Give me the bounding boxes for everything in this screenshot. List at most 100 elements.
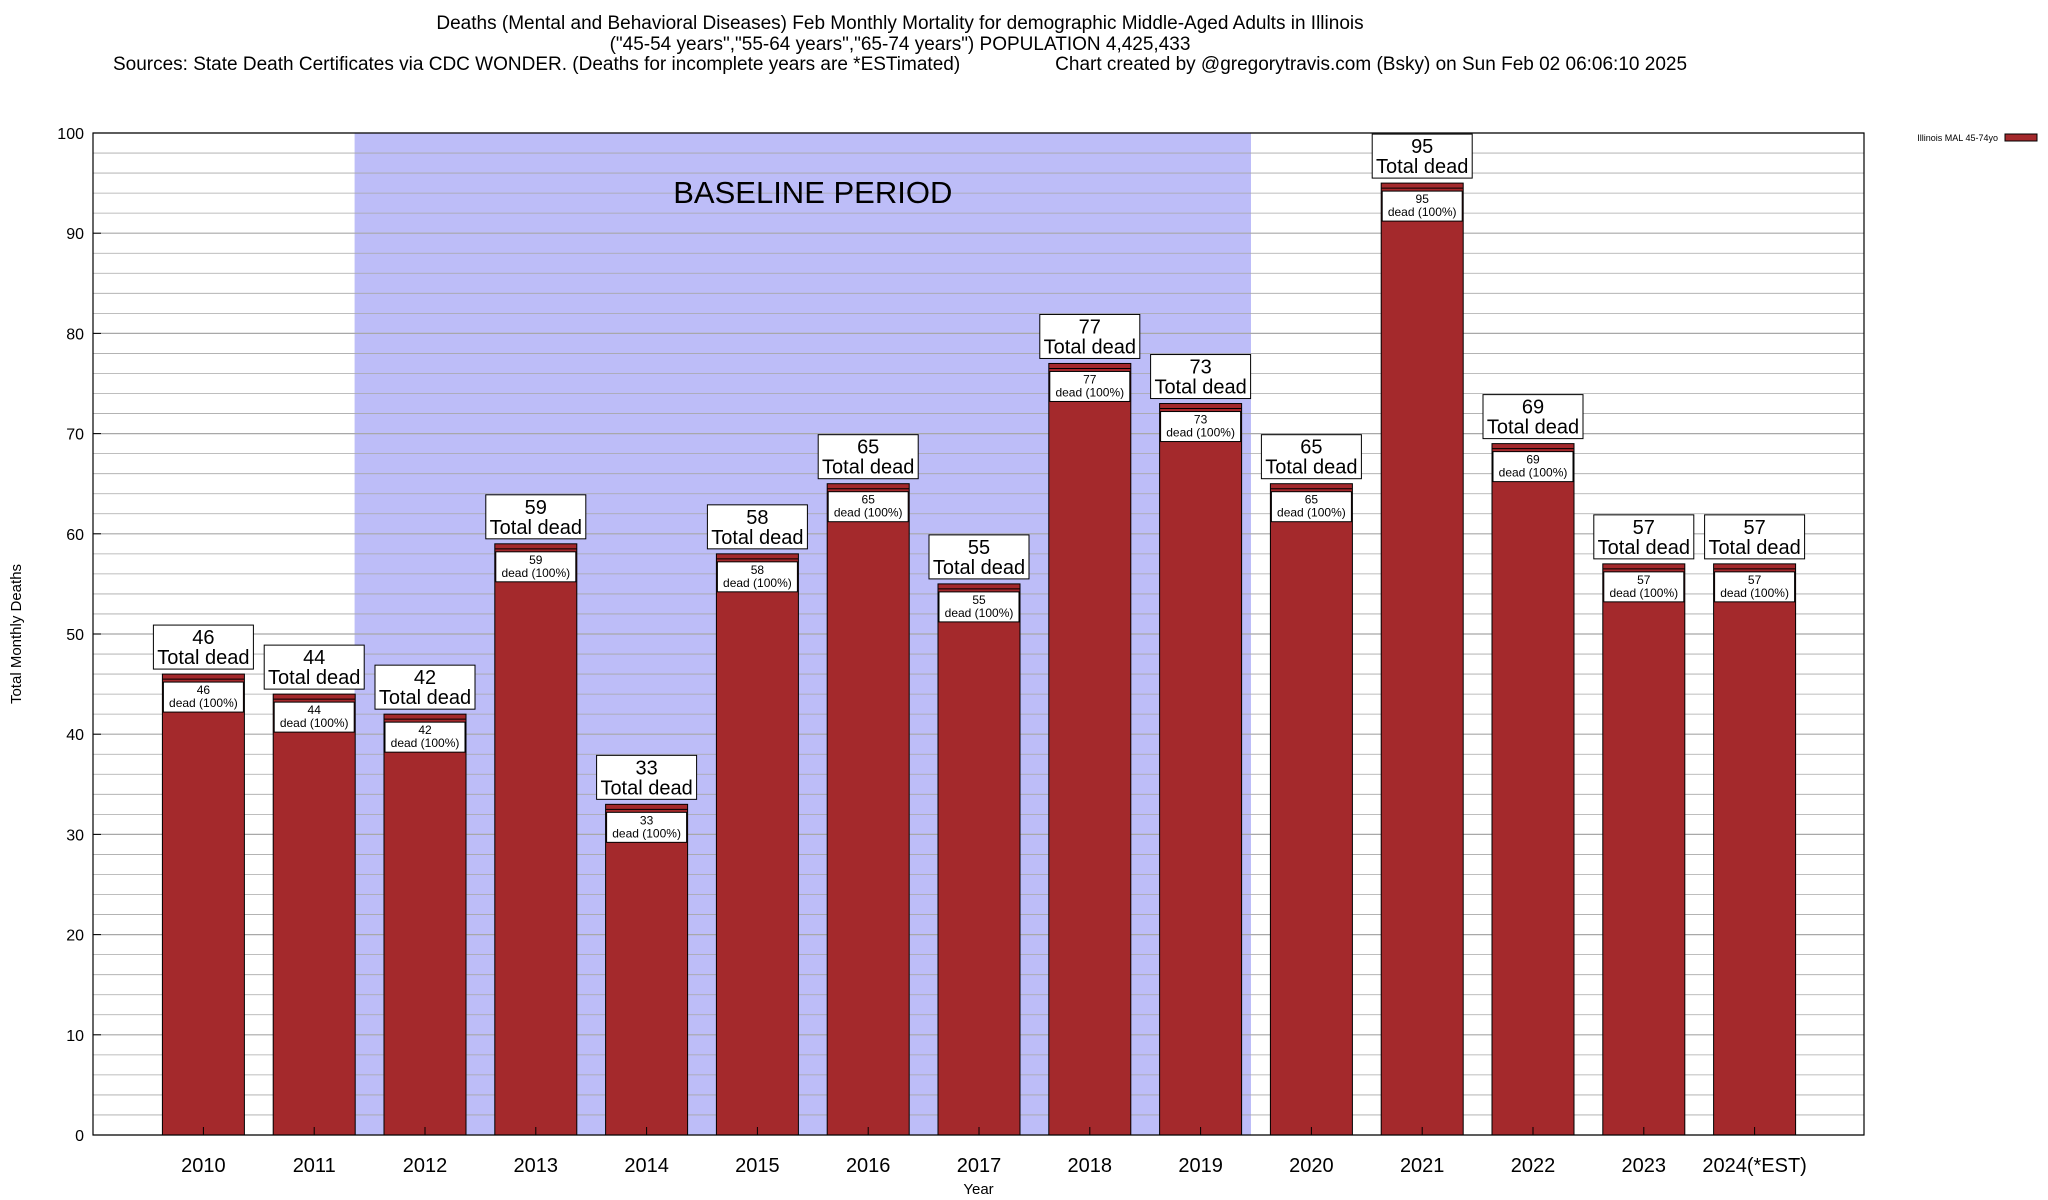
inner-percent-label: dead (100%) xyxy=(1277,506,1346,520)
inner-label-box xyxy=(1160,411,1242,443)
y-tick-label: 10 xyxy=(66,1028,84,1045)
x-tick-label: 2019 xyxy=(1178,1155,1223,1177)
x-tick-label: 2020 xyxy=(1289,1155,1334,1177)
y-tick-label: 60 xyxy=(66,527,84,544)
bar xyxy=(1380,182,1464,1136)
bar xyxy=(494,543,578,1136)
total-dead-label: Total dead xyxy=(1154,377,1246,399)
inner-percent-label: dead (100%) xyxy=(1609,586,1678,600)
total-value-label: 57 xyxy=(1743,517,1765,539)
total-value-label: 46 xyxy=(192,627,214,649)
total-label-box xyxy=(1150,354,1252,400)
bar xyxy=(1602,563,1686,1136)
total-dead-label: Total dead xyxy=(1044,336,1136,358)
inner-value-label: 73 xyxy=(1194,413,1208,427)
total-label-box xyxy=(152,624,254,670)
bar xyxy=(715,553,799,1136)
total-dead-label: Total dead xyxy=(490,517,582,539)
inner-percent-label: dead (100%) xyxy=(612,826,681,840)
x-tick-label: 2010 xyxy=(181,1155,226,1177)
x-tick-label: 2024(*EST) xyxy=(1702,1155,1807,1177)
inner-label-box xyxy=(827,491,909,523)
plot-frame xyxy=(92,132,1865,1136)
total-dead-label: Total dead xyxy=(933,557,1025,579)
x-axis-label: Year xyxy=(963,1181,993,1198)
inner-percent-label: dead (100%) xyxy=(1055,385,1124,399)
inner-value-label: 33 xyxy=(640,813,654,827)
inner-percent-label: dead (100%) xyxy=(169,696,238,710)
x-tick-label: 2018 xyxy=(1068,1155,1113,1177)
x-tick-label: 2023 xyxy=(1622,1155,1667,1177)
inner-value-label: 57 xyxy=(1748,573,1762,587)
total-value-label: 95 xyxy=(1411,136,1433,158)
baseline-period-label: BASELINE PERIOD xyxy=(673,175,952,210)
inner-percent-label: dead (100%) xyxy=(1499,466,1568,480)
inner-value-label: 55 xyxy=(972,593,986,607)
bar xyxy=(1048,362,1132,1136)
inner-label-box xyxy=(938,591,1020,623)
total-value-label: 33 xyxy=(635,757,657,779)
total-label-box xyxy=(1482,394,1584,440)
total-label-box xyxy=(596,754,698,800)
inner-value-label: 46 xyxy=(197,683,211,697)
total-label-box xyxy=(263,644,365,690)
bar xyxy=(1713,563,1797,1136)
y-tick-label: 70 xyxy=(66,427,84,444)
inner-value-label: 58 xyxy=(751,563,765,577)
total-value-label: 42 xyxy=(414,667,436,689)
chart-subtitle: ("45-54 years","55-64 years","65-74 year… xyxy=(609,34,1191,55)
x-tick-label: 2016 xyxy=(846,1155,891,1177)
inner-value-label: 57 xyxy=(1637,573,1651,587)
inner-label-box xyxy=(162,681,244,713)
total-dead-label: Total dead xyxy=(822,457,914,479)
total-label-box xyxy=(706,504,808,550)
total-dead-label: Total dead xyxy=(379,687,471,709)
total-label-box xyxy=(1260,434,1362,480)
inner-label-box xyxy=(606,811,688,843)
x-tick-label: 2017 xyxy=(957,1155,1002,1177)
bar xyxy=(1159,403,1243,1136)
x-tick-label: 2014 xyxy=(624,1155,669,1177)
total-label-box xyxy=(1371,133,1473,179)
total-label-box xyxy=(1704,514,1806,560)
total-dead-label: Total dead xyxy=(711,527,803,549)
y-tick-label: 0 xyxy=(75,1128,84,1145)
total-label-box xyxy=(374,664,476,710)
inner-percent-label: dead (100%) xyxy=(834,506,903,520)
inner-label-box xyxy=(1603,571,1685,603)
y-axis-label: Total Monthly Deaths xyxy=(8,564,25,704)
inner-percent-label: dead (100%) xyxy=(1388,205,1457,219)
x-tick-label: 2022 xyxy=(1511,1155,1556,1177)
y-tick-label: 90 xyxy=(66,226,84,243)
inner-label-box xyxy=(1049,370,1131,402)
legend-swatch xyxy=(2004,133,2038,142)
y-tick-label: 50 xyxy=(66,627,84,644)
total-label-box xyxy=(928,534,1030,580)
x-tick-label: 2021 xyxy=(1400,1155,1445,1177)
total-value-label: 58 xyxy=(746,507,768,529)
inner-percent-label: dead (100%) xyxy=(280,716,349,730)
bar xyxy=(937,583,1021,1136)
inner-percent-label: dead (100%) xyxy=(945,606,1014,620)
inner-value-label: 95 xyxy=(1416,192,1430,206)
inner-percent-label: dead (100%) xyxy=(1166,426,1235,440)
inner-label-box xyxy=(273,701,355,733)
x-tick-label: 2015 xyxy=(735,1155,780,1177)
x-tick-label: 2013 xyxy=(514,1155,559,1177)
bar xyxy=(1491,443,1575,1136)
total-value-label: 77 xyxy=(1079,316,1101,338)
y-tick-label: 40 xyxy=(66,727,84,744)
total-dead-label: Total dead xyxy=(157,647,249,669)
legend: Illinois MAL 45-74yo xyxy=(1917,133,2038,143)
